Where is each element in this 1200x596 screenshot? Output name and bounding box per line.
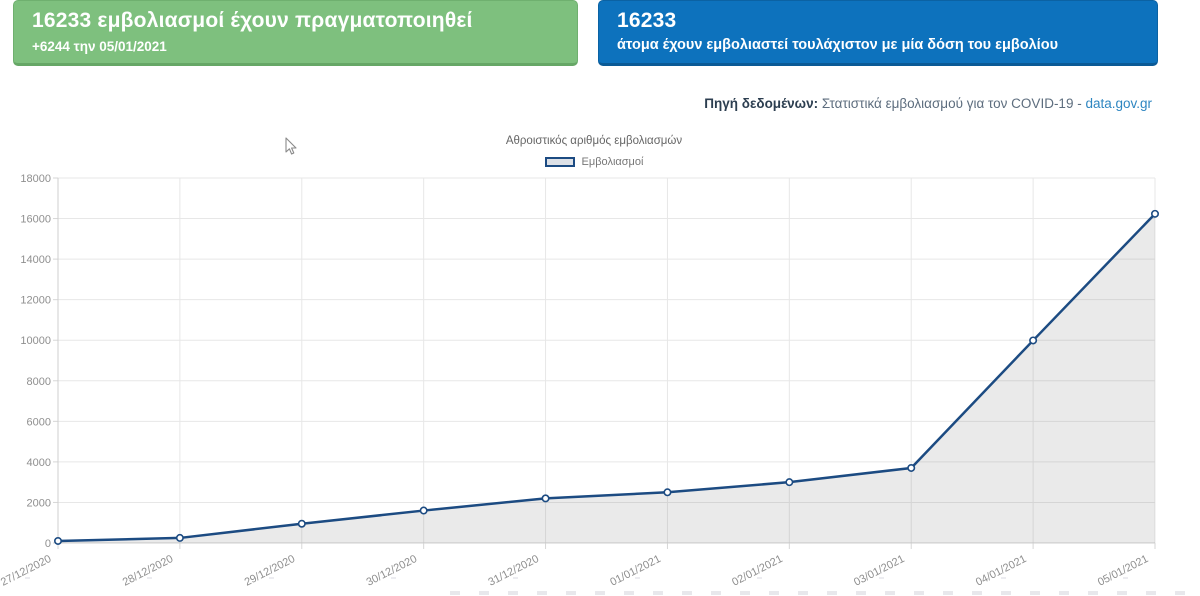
x-axis-label: 03/01/2021	[852, 553, 907, 589]
y-axis-label: 4000	[27, 457, 51, 469]
series-line	[57, 212, 1156, 543]
x-axis-label: 29/12/2020	[243, 553, 298, 589]
x-axis-label: 04/01/2021	[974, 553, 1029, 589]
chart-plot-area: 0 2000 4000 6000 8000 10000 12000 14000 16000 180…	[0, 173, 1160, 589]
total-vaccinations-title: 16233 εμβολιασμοί έχουν πραγματοποιηθεί	[32, 9, 473, 32]
data-point[interactable]	[297, 519, 306, 528]
x-axis-label: 05/01/2021	[1096, 553, 1151, 589]
daily-increase-label: +6244 την 05/01/2021	[32, 39, 167, 54]
chart-title: Αθροιστικός αριθμός εμβολιασμών	[505, 135, 683, 147]
y-axis-label: 8000	[27, 376, 51, 388]
data-source-line: Πηγή δεδομένων: Στατιστικά εμβολιασμού γ…	[704, 96, 1152, 111]
cutoff-row-hint	[25, 577, 1185, 579]
series-area-fill	[58, 213, 1155, 543]
x-axis-label: 30/12/2020	[365, 553, 420, 589]
y-axis-label: 16000	[20, 214, 51, 226]
data-point[interactable]	[907, 463, 916, 472]
cutoff-row-hint	[450, 591, 1195, 595]
data-point[interactable]	[53, 536, 62, 545]
y-axis-label: 6000	[27, 416, 51, 428]
legend-swatch	[544, 157, 575, 167]
x-axis-label: 28/12/2020	[121, 553, 176, 589]
y-axis-label: 10000	[20, 335, 51, 347]
x-axis-label: 02/01/2021	[730, 553, 785, 589]
total-vaccinations-card: 16233 εμβολιασμοί έχουν πραγματοποιηθεί …	[13, 0, 578, 66]
data-point[interactable]	[419, 506, 428, 515]
source-link[interactable]: data.gov.gr	[1085, 96, 1152, 111]
data-point[interactable]	[663, 488, 672, 497]
data-point[interactable]	[541, 494, 550, 503]
x-axis-label: 27/12/2020	[0, 553, 53, 589]
people-vaccinated-count: 16233	[617, 9, 677, 32]
source-text: Στατιστικά εμβολιασμού για τον COVID-19 …	[818, 96, 1086, 111]
y-axis-label: 12000	[20, 295, 51, 307]
mouse-cursor-icon	[285, 137, 297, 155]
y-axis-label: 0	[45, 538, 51, 550]
x-axis-label: 01/01/2021	[608, 553, 663, 589]
x-axis-label: 31/12/2020	[486, 553, 541, 589]
chart-legend-item[interactable]: Εμβολιασμοί	[0, 156, 1188, 168]
source-label: Πηγή δεδομένων:	[704, 96, 819, 111]
people-vaccinated-description: άτομα έχουν εμβολιαστεί τουλάχιστον με μ…	[617, 37, 1059, 53]
cumulative-vaccinations-chart: Αθροιστικός αριθμός εμβολιασμών Εμβολιασ…	[0, 126, 1200, 596]
y-axis-label: 18000	[20, 173, 51, 185]
y-axis-label: 14000	[20, 254, 51, 266]
data-point[interactable]	[785, 478, 794, 487]
data-point[interactable]	[1029, 336, 1038, 345]
y-axis-label: 2000	[27, 497, 51, 509]
data-point[interactable]	[175, 533, 184, 542]
data-point[interactable]	[1151, 209, 1160, 218]
legend-label: Εμβολιασμοί	[581, 156, 644, 168]
people-vaccinated-card: 16233 άτομα έχουν εμβολιαστεί τουλάχιστο…	[598, 0, 1158, 66]
